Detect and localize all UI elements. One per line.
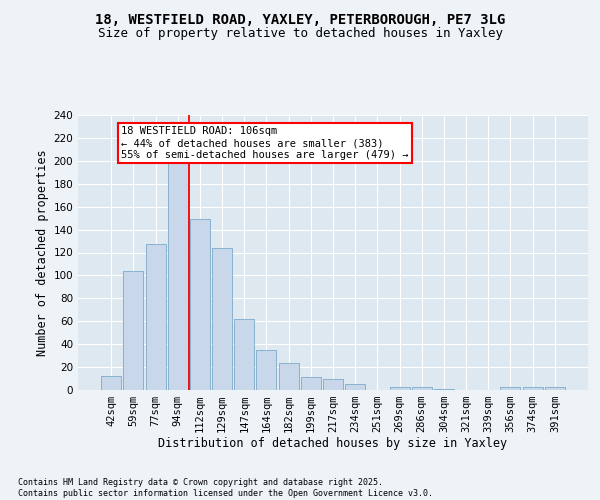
Text: 18 WESTFIELD ROAD: 106sqm
← 44% of detached houses are smaller (383)
55% of semi: 18 WESTFIELD ROAD: 106sqm ← 44% of detac… [121, 126, 409, 160]
Bar [500, 386, 520, 390]
Bar [168, 160, 188, 390]
Text: Contains HM Land Registry data © Crown copyright and database right 2025.
Contai: Contains HM Land Registry data © Crown c… [18, 478, 433, 498]
Bar [345, 384, 365, 390]
Bar [523, 386, 542, 390]
Bar [146, 244, 166, 390]
X-axis label: Distribution of detached houses by size in Yaxley: Distribution of detached houses by size … [158, 436, 508, 450]
Bar [434, 389, 454, 390]
Bar [301, 378, 321, 390]
Y-axis label: Number of detached properties: Number of detached properties [36, 149, 49, 356]
Text: 18, WESTFIELD ROAD, YAXLEY, PETERBOROUGH, PE7 3LG: 18, WESTFIELD ROAD, YAXLEY, PETERBOROUGH… [95, 12, 505, 26]
Bar [212, 248, 232, 390]
Bar [278, 362, 299, 390]
Bar [412, 386, 432, 390]
Bar [124, 271, 143, 390]
Text: Size of property relative to detached houses in Yaxley: Size of property relative to detached ho… [97, 28, 503, 40]
Bar [234, 319, 254, 390]
Bar [101, 376, 121, 390]
Bar [389, 386, 410, 390]
Bar [256, 350, 277, 390]
Bar [545, 386, 565, 390]
Bar [323, 378, 343, 390]
Bar [190, 220, 210, 390]
